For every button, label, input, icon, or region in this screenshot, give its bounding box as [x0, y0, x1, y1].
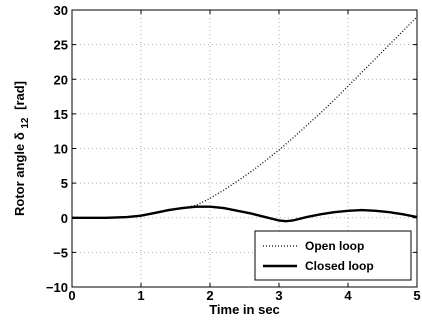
- series-group: [72, 16, 418, 223]
- y-axis-label-main: Rotor angle δ: [12, 132, 27, 216]
- y-axis-label-unit: [rad]: [12, 81, 27, 110]
- series-line-closed-loop: [72, 205, 418, 223]
- grid: [72, 10, 417, 287]
- x-tick-label: 2: [206, 288, 213, 303]
- x-tick-label: 3: [275, 288, 282, 303]
- legend-label-open-loop: Open loop: [305, 239, 364, 253]
- y-tick-label: −10: [46, 280, 68, 295]
- ticks: [71, 9, 418, 288]
- y-tick-label: 25: [54, 38, 68, 53]
- y-axis-label-subscript: 12: [20, 117, 31, 129]
- y-tick-label: 15: [54, 107, 68, 122]
- y-tick-label: −5: [53, 245, 68, 260]
- y-axis-label: Rotor angle δ 12 [rad]: [12, 81, 31, 216]
- y-tick-label: 10: [54, 142, 68, 157]
- tick-labels: 0 1 2 3 4 5 −10 −5 0 5 10 15 20 25 30: [46, 3, 421, 303]
- x-tick-label: 1: [137, 288, 144, 303]
- legend-label-closed-loop: Closed loop: [305, 259, 374, 273]
- y-tick-label: 0: [61, 211, 68, 226]
- y-tick-label: 20: [54, 72, 68, 87]
- x-axis-label: Time in sec: [209, 302, 280, 317]
- series-line-open-loop: [72, 16, 418, 219]
- x-tick-label: 4: [344, 288, 352, 303]
- x-tick-label: 0: [68, 288, 75, 303]
- legend: Open loop Closed loop: [254, 230, 412, 281]
- y-tick-label: 5: [61, 176, 68, 191]
- y-tick-label: 30: [54, 3, 68, 18]
- legend-box: [254, 230, 412, 281]
- x-tick-label: 5: [413, 288, 420, 303]
